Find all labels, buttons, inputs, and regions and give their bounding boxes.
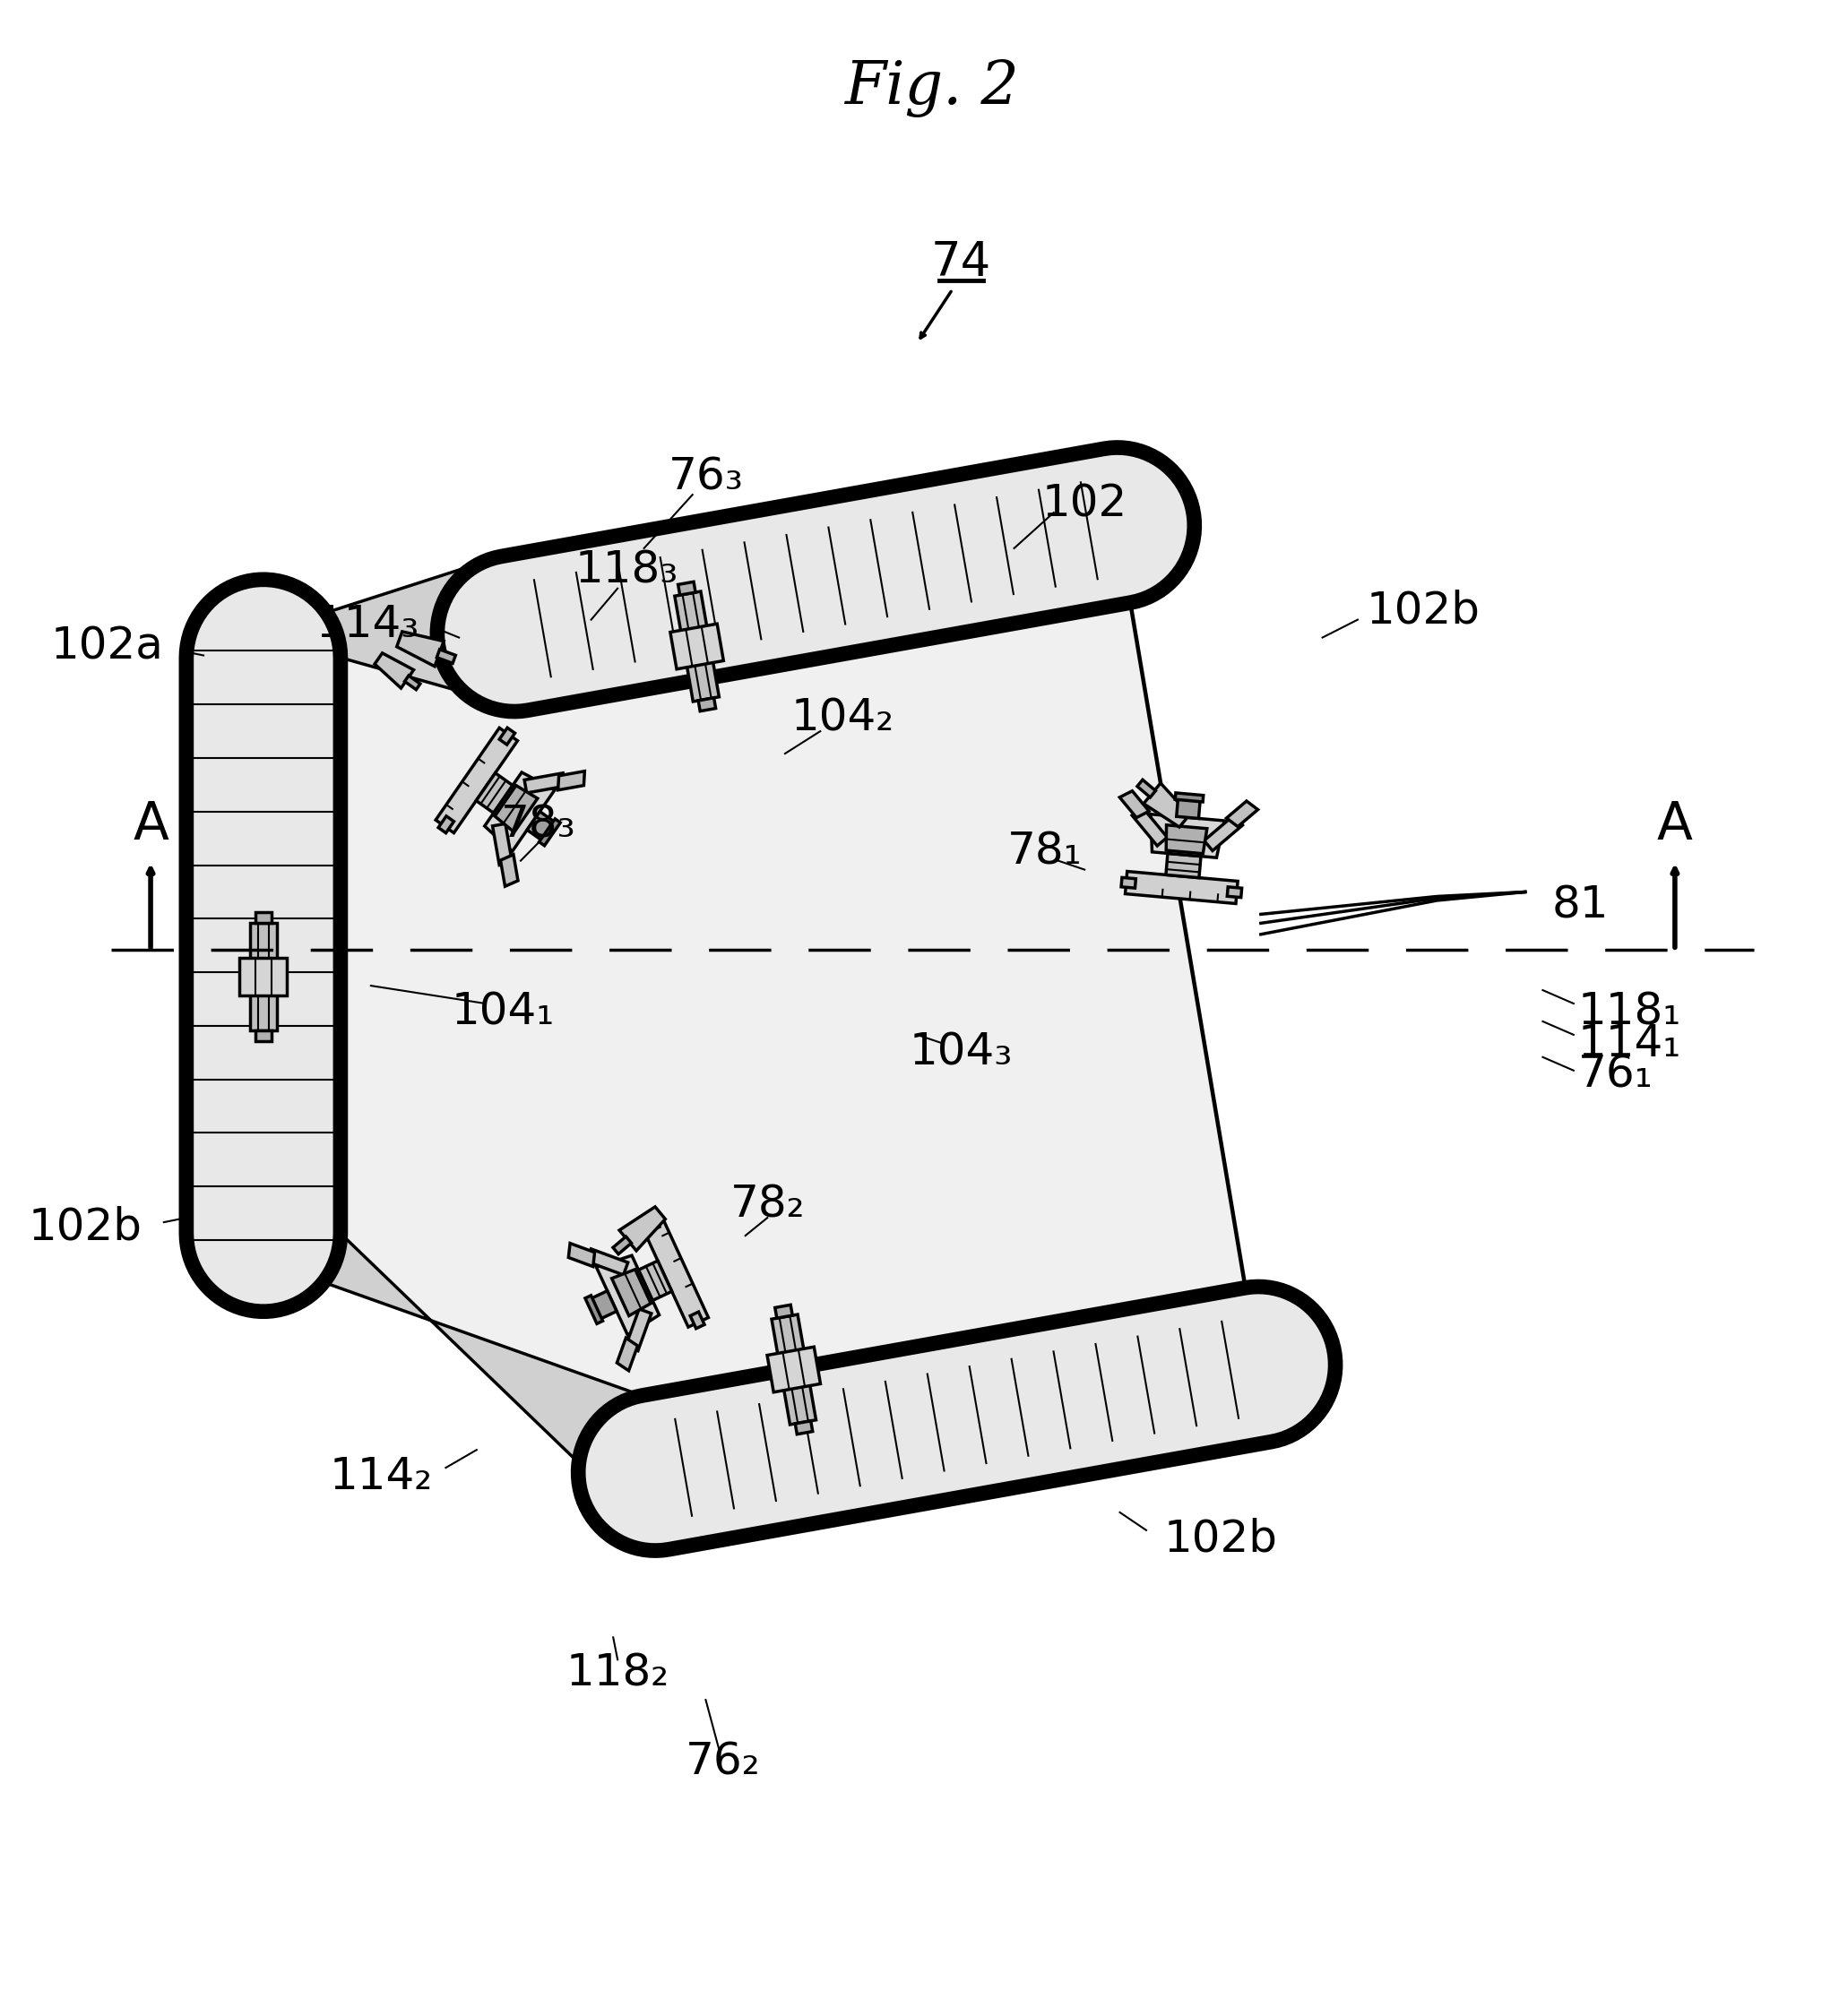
Polygon shape	[256, 1030, 272, 1040]
Polygon shape	[1144, 782, 1190, 827]
Polygon shape	[186, 579, 340, 1312]
Text: 118₃: 118₃	[576, 548, 679, 593]
Polygon shape	[587, 1248, 627, 1274]
Polygon shape	[256, 913, 272, 923]
Text: 102a: 102a	[51, 625, 164, 667]
Polygon shape	[612, 1270, 651, 1316]
Polygon shape	[495, 786, 537, 833]
Polygon shape	[1137, 780, 1155, 798]
Polygon shape	[500, 728, 515, 744]
Polygon shape	[186, 1234, 669, 1550]
Polygon shape	[438, 816, 454, 833]
Text: 76₃: 76₃	[668, 456, 743, 498]
Text: 78₂: 78₂	[730, 1183, 805, 1226]
Text: 76₁: 76₁	[1578, 1054, 1653, 1097]
Text: 104₁: 104₁	[451, 992, 555, 1034]
Polygon shape	[476, 772, 513, 812]
Polygon shape	[250, 923, 276, 1030]
Polygon shape	[642, 1216, 708, 1327]
Polygon shape	[528, 812, 555, 841]
Text: 118₂: 118₂	[566, 1651, 669, 1695]
Polygon shape	[397, 631, 443, 667]
Text: 76₂: 76₂	[686, 1740, 761, 1784]
Polygon shape	[585, 1296, 603, 1325]
Polygon shape	[1120, 790, 1149, 818]
Polygon shape	[1166, 825, 1206, 853]
Polygon shape	[699, 698, 715, 712]
Text: 104₂: 104₂	[791, 696, 894, 740]
Polygon shape	[557, 772, 585, 790]
Text: A: A	[132, 800, 169, 851]
Polygon shape	[590, 1290, 616, 1318]
Polygon shape	[794, 1421, 813, 1433]
Polygon shape	[493, 825, 513, 865]
Polygon shape	[1227, 887, 1241, 897]
Polygon shape	[1205, 814, 1243, 851]
Polygon shape	[186, 556, 528, 710]
Polygon shape	[436, 728, 517, 833]
Polygon shape	[340, 450, 1245, 1550]
Polygon shape	[239, 958, 287, 996]
Polygon shape	[767, 1347, 820, 1393]
Polygon shape	[1227, 800, 1258, 827]
Polygon shape	[625, 1308, 651, 1351]
Polygon shape	[1166, 853, 1201, 877]
Polygon shape	[375, 653, 414, 687]
Polygon shape	[539, 818, 561, 845]
Polygon shape	[438, 448, 1195, 712]
Polygon shape	[1133, 806, 1168, 847]
Polygon shape	[524, 772, 565, 792]
Polygon shape	[577, 1286, 1335, 1550]
Text: 114₁: 114₁	[1578, 1022, 1681, 1064]
Text: 78₁: 78₁	[1008, 831, 1083, 873]
Text: 81: 81	[1552, 883, 1609, 927]
Polygon shape	[568, 1244, 594, 1266]
Polygon shape	[645, 1214, 660, 1232]
Text: 78₃: 78₃	[500, 804, 576, 847]
Polygon shape	[405, 675, 419, 689]
Polygon shape	[1103, 450, 1273, 1441]
Text: 102b: 102b	[1164, 1518, 1278, 1560]
Text: 102b: 102b	[28, 1206, 142, 1248]
Text: 74: 74	[931, 240, 991, 286]
Polygon shape	[616, 1339, 638, 1371]
Text: 114₂: 114₂	[329, 1456, 432, 1498]
Polygon shape	[690, 1312, 704, 1329]
Polygon shape	[438, 649, 456, 663]
Text: 118₁: 118₁	[1578, 992, 1681, 1034]
Polygon shape	[620, 1208, 666, 1250]
Text: 104₃: 104₃	[910, 1030, 1013, 1075]
Polygon shape	[1125, 871, 1238, 903]
Text: Fig. 2: Fig. 2	[844, 58, 1019, 117]
Polygon shape	[774, 1304, 793, 1318]
Polygon shape	[500, 855, 519, 887]
Polygon shape	[772, 1314, 817, 1425]
Polygon shape	[669, 623, 723, 669]
Polygon shape	[675, 591, 719, 702]
Polygon shape	[638, 1260, 671, 1300]
Polygon shape	[1177, 798, 1201, 818]
Polygon shape	[1175, 792, 1203, 802]
Polygon shape	[596, 1256, 658, 1335]
Polygon shape	[1151, 814, 1225, 857]
Polygon shape	[679, 583, 695, 595]
Polygon shape	[484, 772, 555, 851]
Text: A: A	[1657, 800, 1692, 851]
Text: 102: 102	[1043, 482, 1127, 524]
Text: 114₃: 114₃	[316, 603, 419, 645]
Polygon shape	[1122, 877, 1137, 889]
Text: 102b: 102b	[1366, 589, 1480, 633]
Polygon shape	[612, 1236, 631, 1254]
